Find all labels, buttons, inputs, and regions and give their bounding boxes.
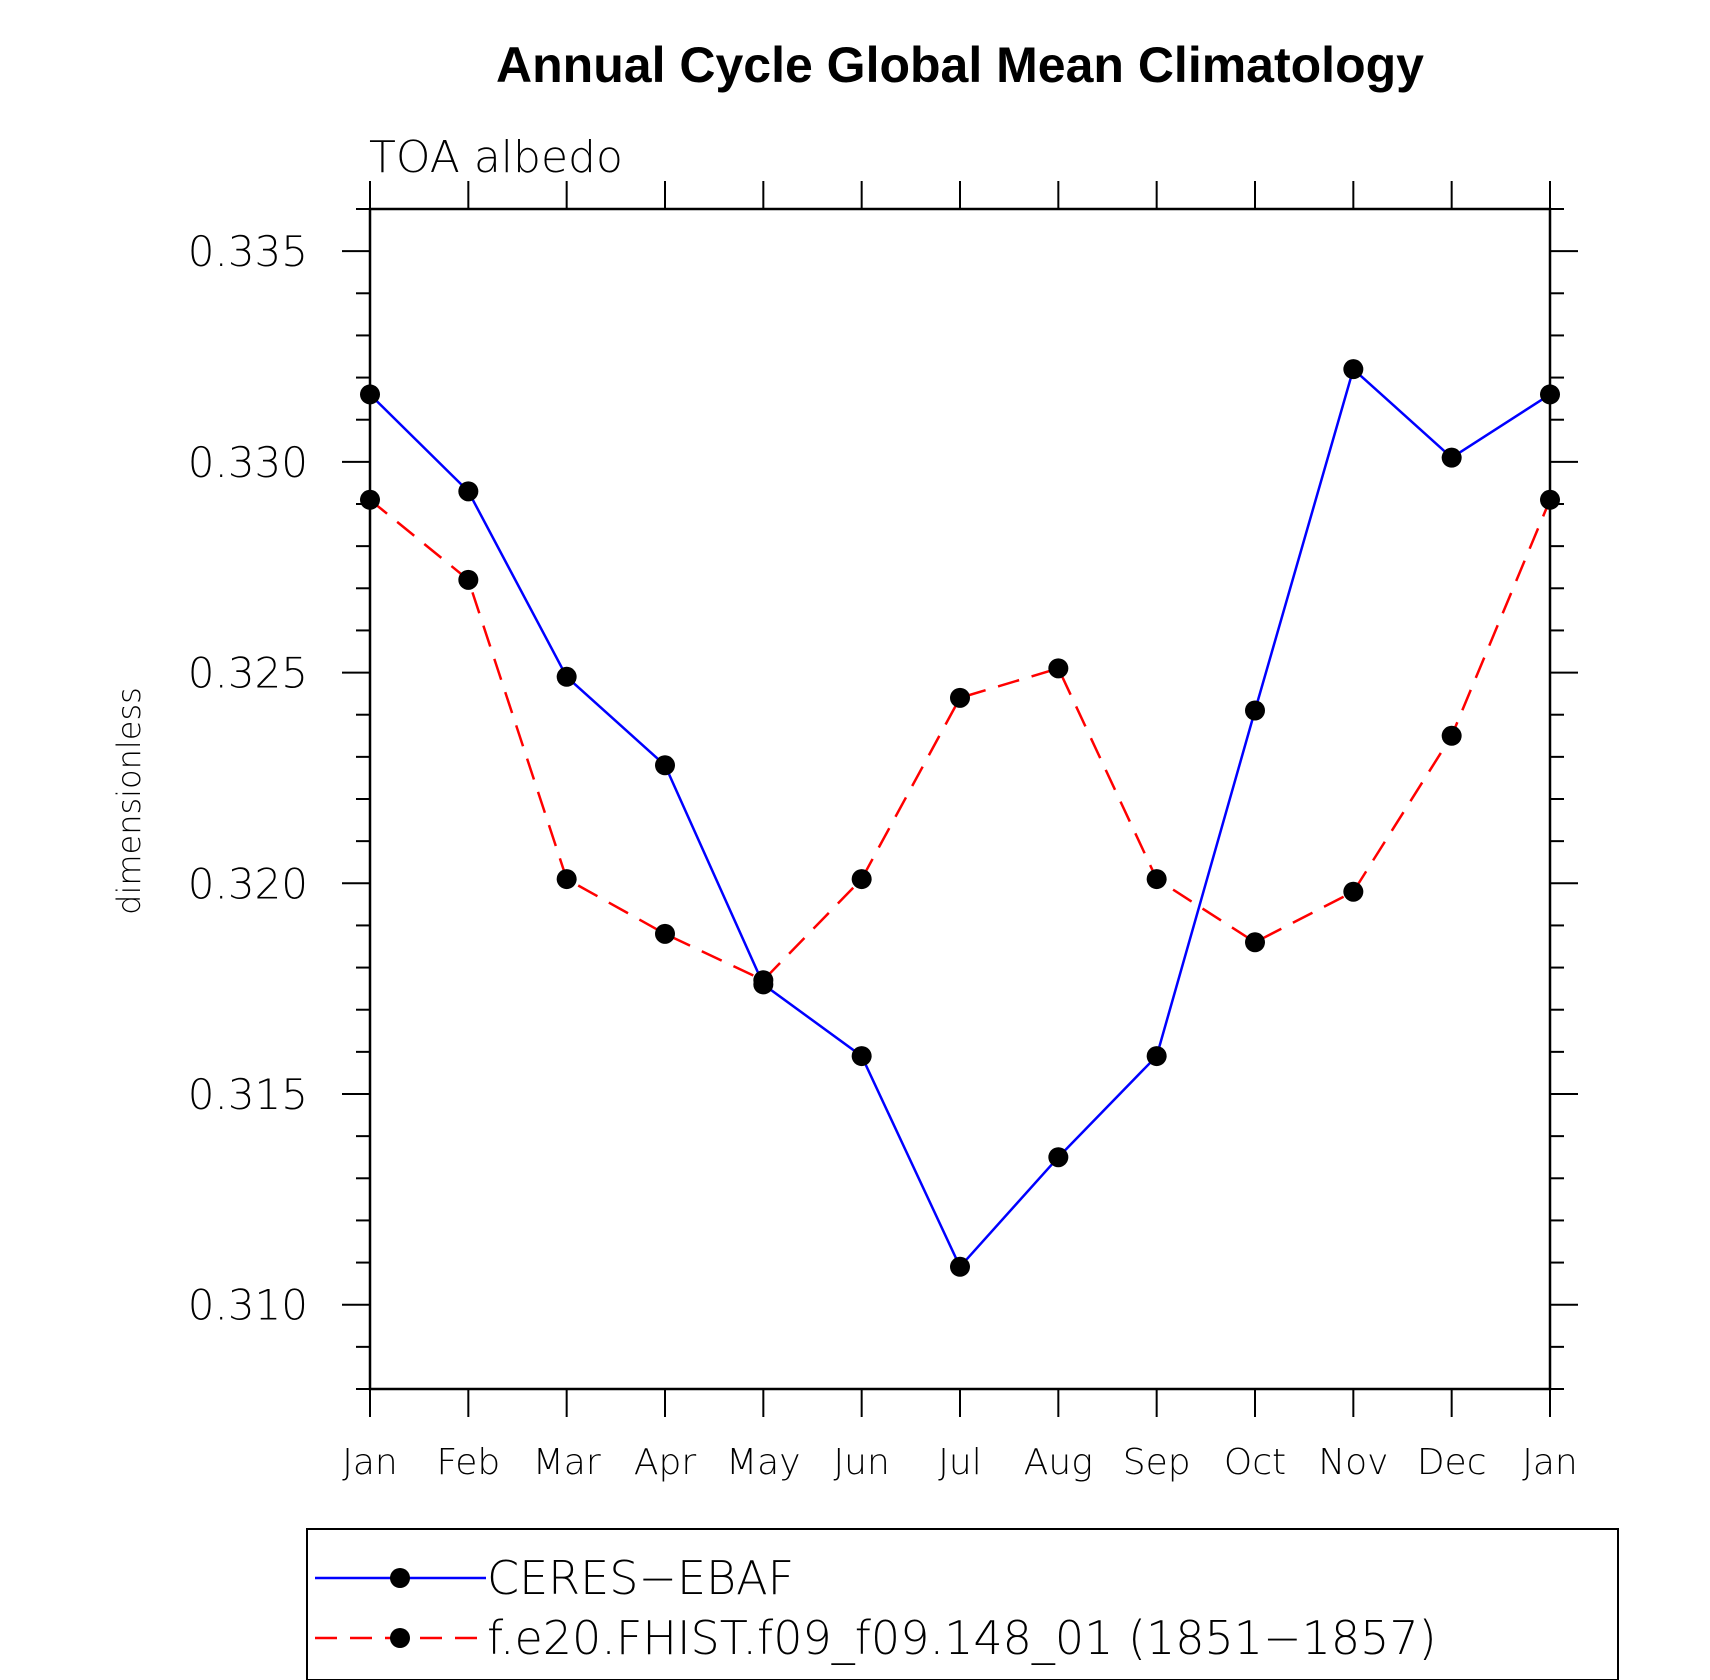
y-tick-label: 0.310 — [188, 1281, 308, 1330]
x-tick-label: May — [726, 1442, 800, 1483]
data-point — [1146, 1046, 1167, 1067]
series-line — [369, 498, 1552, 982]
data-point — [1441, 725, 1462, 746]
data-point — [1343, 359, 1364, 380]
series-line — [369, 366, 1551, 1270]
x-tick-label: Dec — [1417, 1442, 1487, 1483]
data-point — [1245, 932, 1265, 953]
data-point — [1441, 447, 1462, 468]
data-point — [556, 666, 577, 687]
data-point — [1048, 1147, 1069, 1168]
data-point — [851, 1046, 872, 1067]
data-point — [360, 489, 380, 510]
y-tick-label: 0.315 — [188, 1070, 308, 1119]
x-tick-label: Jun — [834, 1442, 890, 1483]
y-tick-label: 0.320 — [188, 859, 308, 908]
legend-marker — [390, 1628, 410, 1648]
data-point — [655, 755, 675, 776]
legend-marker — [390, 1568, 410, 1588]
data-point — [1245, 700, 1265, 721]
data-point — [360, 384, 380, 405]
data-point — [655, 923, 675, 944]
series-layer — [360, 359, 1560, 1277]
chart-subtitle: TOA albedo — [369, 132, 623, 183]
y-tick-label: 0.335 — [188, 227, 308, 276]
x-tick-label: Apr — [634, 1442, 696, 1483]
data-point — [1146, 869, 1167, 890]
series-1 — [360, 359, 1560, 1277]
data-point — [1343, 881, 1364, 902]
x-tick-label: Jul — [938, 1442, 981, 1483]
x-tick-label: Oct — [1224, 1442, 1286, 1483]
y-tick-label: 0.325 — [188, 649, 308, 698]
data-point — [1540, 489, 1560, 510]
data-point — [458, 481, 479, 502]
x-tick-label: Aug — [1024, 1442, 1093, 1483]
legend-label: f.e20.FHIST.f09_f09.148_01 (1851−1857) — [487, 1611, 1437, 1665]
data-point — [753, 970, 774, 991]
chart-title: Annual Cycle Global Mean Climatology — [496, 37, 1424, 93]
data-point — [950, 687, 970, 708]
data-point — [1540, 384, 1560, 405]
data-point — [458, 569, 479, 590]
plot-area: 0.310 0.315 0.320 0.325 0.330 0.335 Jan Feb Mar A… — [188, 181, 1578, 1483]
x-tick-label: Nov — [1318, 1442, 1388, 1483]
legend-box — [306, 1528, 1619, 1680]
data-point — [950, 1256, 970, 1277]
y-tick-label: 0.330 — [188, 438, 308, 487]
legend-label: CERES−EBAF — [487, 1551, 794, 1605]
data-point — [851, 869, 872, 890]
y-axis-label: dimensionless — [110, 687, 148, 915]
x-tick-label: Sep — [1123, 1442, 1191, 1483]
x-tick-label: Mar — [533, 1442, 601, 1483]
x-tick-label: Jan — [1522, 1442, 1578, 1483]
data-point — [556, 869, 577, 890]
series-2 — [360, 489, 1560, 991]
data-point — [1048, 658, 1069, 679]
x-tick-label: Jan — [342, 1442, 398, 1483]
x-tick-label: Feb — [436, 1442, 500, 1483]
legend: CERES−EBAF f.e20.FHIST.f09_f09.148_01 (18… — [306, 1528, 1619, 1680]
